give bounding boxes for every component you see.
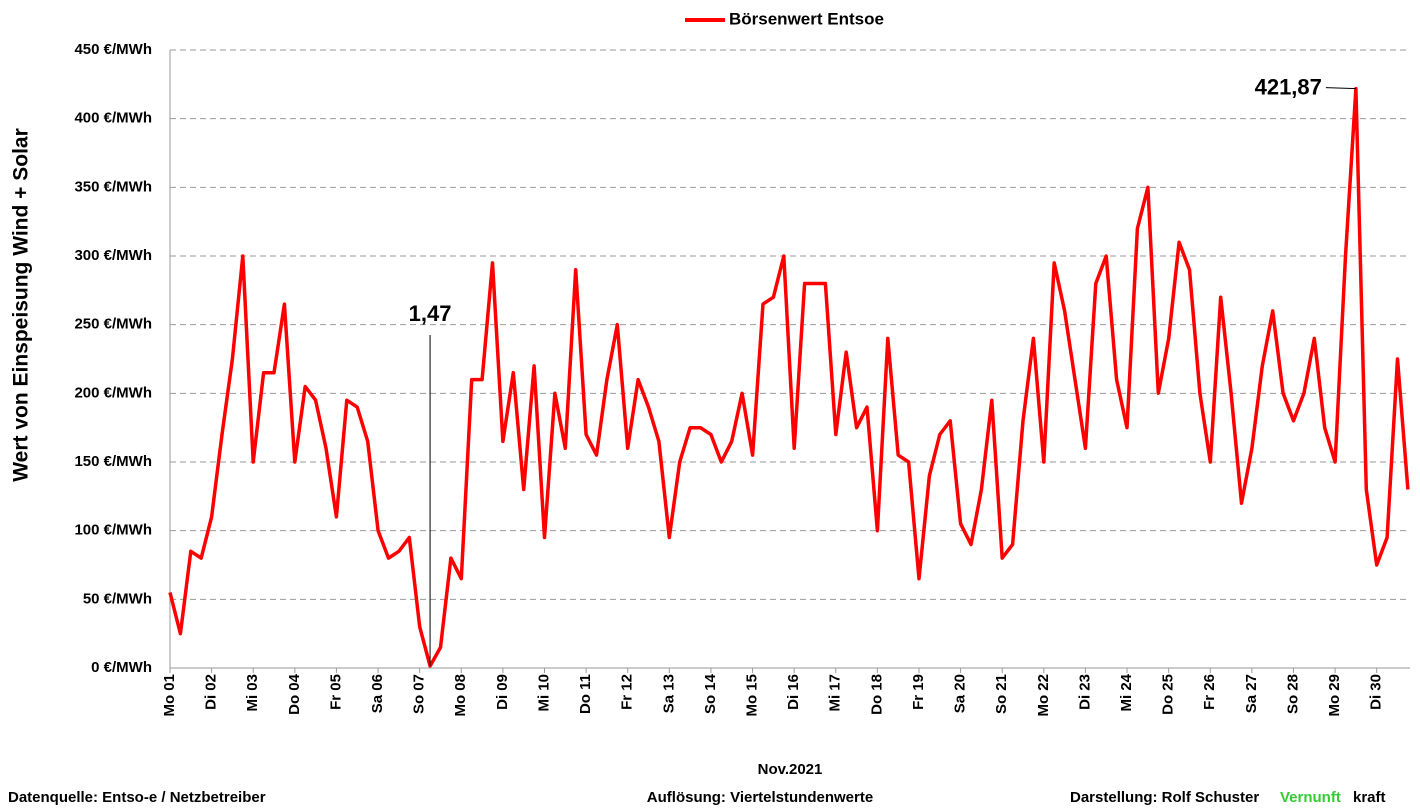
x-tick-label: Sa 27 <box>1243 674 1260 713</box>
x-tick-label: Mo 08 <box>452 674 469 717</box>
x-tick-label: So 14 <box>702 673 719 714</box>
x-tick-label: Mo 01 <box>161 674 178 717</box>
x-tick-label: So 28 <box>1284 674 1301 714</box>
y-tick-label: 350 €/MWh <box>74 178 152 195</box>
x-tick-label: Mi 03 <box>244 674 261 712</box>
x-tick-label: Di 30 <box>1368 674 1385 710</box>
footer-resolution: Auflösung: Viertelstundenwerte <box>647 789 873 806</box>
x-tick-label: Fr 05 <box>327 674 344 710</box>
x-tick-label: Mi 24 <box>1118 673 1135 711</box>
y-tick-label: 250 €/MWh <box>74 316 152 333</box>
footer-author: Darstellung: Rolf Schuster <box>1070 789 1259 806</box>
value-label: 1,47 <box>409 301 452 326</box>
x-tick-label: So 21 <box>993 674 1010 714</box>
x-tick-label: Mi 17 <box>827 674 844 712</box>
y-tick-label: 150 €/MWh <box>74 453 152 470</box>
x-tick-label: Di 16 <box>785 674 802 710</box>
x-tick-label: Mo 22 <box>1035 674 1052 717</box>
y-tick-label: 0 €/MWh <box>91 659 152 676</box>
y-tick-label: 450 €/MWh <box>74 41 152 58</box>
x-tick-label: Sa 20 <box>952 674 969 713</box>
y-axis-title: Wert von Einspeisung Wind + Solar <box>10 128 33 482</box>
x-tick-label: Do 18 <box>868 674 885 715</box>
value-label: 421,87 <box>1255 74 1322 99</box>
x-tick-label: Di 09 <box>494 674 511 710</box>
x-tick-label: Fr 19 <box>910 674 927 710</box>
y-tick-label: 200 €/MWh <box>74 384 152 401</box>
x-tick-label: Do 04 <box>286 673 303 715</box>
leader-line <box>1325 87 1356 90</box>
x-tick-label: Di 02 <box>203 674 220 710</box>
x-tick-label: Fr 12 <box>619 674 636 710</box>
x-tick-label: Di 23 <box>1076 674 1093 710</box>
footer-brand: Vernunft <box>1280 789 1341 806</box>
x-tick-label: Mo 29 <box>1326 674 1343 717</box>
footer-source: Datenquelle: Entso-e / Netzbetreiber <box>8 789 266 806</box>
x-tick-label: Mi 10 <box>535 674 552 712</box>
x-axis-title: Nov.2021 <box>758 761 823 778</box>
footer-brand: kraft <box>1353 789 1386 806</box>
x-tick-label: Do 11 <box>577 674 594 714</box>
x-tick-label: Sa 06 <box>369 674 386 713</box>
y-tick-label: 300 €/MWh <box>74 247 152 264</box>
x-tick-label: Sa 13 <box>660 674 677 713</box>
y-tick-label: 50 €/MWh <box>83 590 152 607</box>
x-tick-label: Do 25 <box>1160 674 1177 715</box>
line <box>168 86 1410 668</box>
x-tick-label: Mo 15 <box>744 674 761 717</box>
x-tick-label: Fr 26 <box>1201 674 1218 710</box>
x-tick-label: So 07 <box>411 674 428 714</box>
legend-label: Börsenwert Entsoe <box>729 9 884 28</box>
y-tick-label: 400 €/MWh <box>74 110 152 127</box>
y-tick-label: 100 €/MWh <box>74 522 152 539</box>
